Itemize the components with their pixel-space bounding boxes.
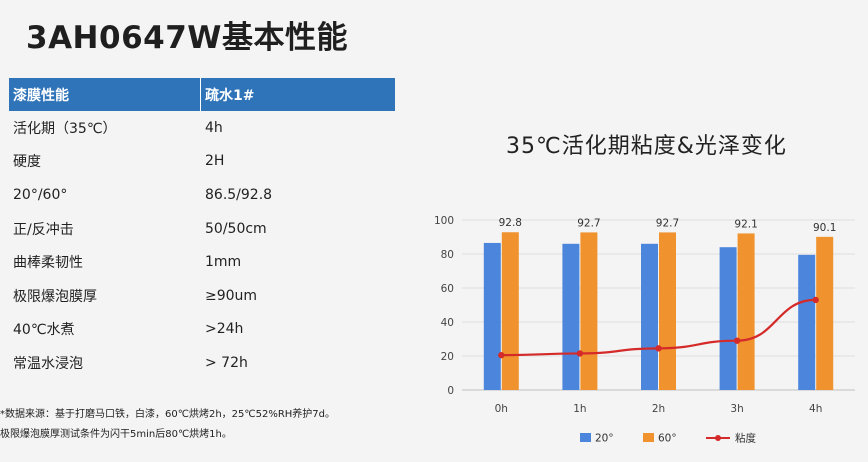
table-cell-property: 20°/60° — [13, 186, 68, 203]
table-row: 硬度 2H — [9, 145, 395, 179]
table-cell-property: 硬度 — [13, 154, 41, 171]
bar-20° — [719, 247, 737, 390]
properties-table: 漆膜性能 疏水1# 活化期（35℃） 4h 硬度 2H 20°/60° 86.5… — [9, 78, 395, 380]
y-tick-label: 40 — [441, 317, 454, 329]
line-point — [812, 296, 819, 304]
bar-60° — [580, 232, 598, 390]
data-label: 90.1 — [813, 222, 836, 234]
line-point — [576, 350, 584, 357]
x-tick-label: 1h — [573, 403, 586, 415]
legend-swatch — [643, 433, 654, 442]
y-tick-label: 0 — [447, 385, 454, 397]
x-tick-label: 4h — [809, 403, 822, 415]
legend-label: 60° — [658, 433, 677, 445]
table-cell-value: 4h — [205, 119, 223, 136]
legend-label: 20° — [595, 433, 614, 445]
table-row: 正/反冲击 50/50cm — [9, 212, 395, 246]
table-row: 曲棒柔韧性 1mm — [9, 245, 395, 279]
y-tick-label: 20 — [441, 351, 454, 363]
note-line-2: 极限爆泡膜厚测试条件为闪干5min后80℃烘烤1h。 — [0, 429, 232, 440]
table-cell-value: 50/50cm — [205, 220, 267, 237]
x-tick-label: 3h — [730, 403, 743, 415]
note-line-1: *数据来源：基于打磨马口铁，白漆，60℃烘烤2h，25℃52%RH养护7d。 — [0, 409, 336, 420]
y-tick-label: 80 — [441, 249, 454, 261]
bar-20° — [798, 254, 816, 390]
table-cell-property: 正/反冲击 — [13, 221, 74, 238]
table-row: 常温水浸泡 > 72h — [9, 346, 395, 380]
table-row: 20°/60° 86.5/92.8 — [9, 178, 395, 212]
bar-60° — [816, 236, 834, 390]
data-labels: 92.8 92.7 92.7 92.1 90.1 — [499, 217, 837, 234]
data-label: 92.1 — [734, 218, 757, 230]
bar-20° — [641, 243, 658, 390]
table-cell-property: 活化期（35℃） — [13, 120, 117, 137]
x-tick-label: 2h — [652, 403, 665, 415]
table-cell-property: 极限爆泡膜厚 — [13, 288, 97, 305]
bar-60° — [501, 232, 519, 390]
bar-20° — [562, 243, 580, 390]
table-cell-value: 2H — [205, 153, 225, 170]
table-row: 极限爆泡膜厚 ≥90um — [9, 279, 395, 313]
table-header-value: 疏水1# — [205, 87, 255, 104]
data-label: 92.7 — [656, 217, 679, 229]
y-tick-label: 100 — [434, 215, 454, 227]
x-tick-label: 0h — [495, 403, 508, 415]
chart-bars — [483, 232, 834, 390]
line-point — [498, 351, 505, 359]
y-tick-label: 60 — [441, 283, 454, 295]
table-cell-value: > 72h — [205, 354, 248, 371]
table-cell-property: 40℃水煮 — [13, 322, 75, 339]
table-header: 漆膜性能 疏水1# — [9, 78, 395, 111]
chart-title: 35℃活化期粘度&光泽变化 — [506, 134, 787, 159]
bar-60° — [659, 232, 676, 390]
bar-20° — [483, 242, 501, 390]
chart-legend: 20° 60° 粘度 — [580, 432, 756, 445]
line-point — [733, 337, 741, 344]
chart-gridlines — [462, 219, 855, 391]
legend-swatch — [580, 433, 591, 442]
page-title: 3AH0647W基本性能 — [26, 20, 348, 56]
viscosity-line — [498, 296, 819, 359]
data-label: 92.8 — [499, 217, 522, 229]
table-cell-value: >24h — [205, 321, 244, 338]
data-label: 92.7 — [577, 217, 600, 229]
x-axis: 0h 1h 2h 3h 4h — [495, 403, 823, 415]
table-cell-value: ≥90um — [205, 287, 258, 304]
legend-label: 粘度 — [735, 432, 756, 445]
data-source-note: *数据来源：基于打磨马口铁，白漆，60℃烘烤2h，25℃52%RH养护7d。 极… — [0, 405, 335, 445]
line-point — [655, 345, 662, 352]
table-cell-value: 1mm — [205, 254, 242, 271]
table-row: 活化期（35℃） 4h — [9, 111, 395, 145]
table-cell-value: 86.5/92.8 — [205, 186, 273, 203]
legend-swatch-point — [715, 435, 721, 441]
table-cell-property: 常温水浸泡 — [13, 355, 83, 372]
y-axis: 0 20 40 60 80 100 — [434, 215, 454, 397]
bar-60° — [737, 233, 755, 390]
table-cell-property: 曲棒柔韧性 — [13, 255, 83, 272]
table-row: 40℃水煮 >24h — [9, 313, 395, 347]
table-header-property: 漆膜性能 — [9, 78, 201, 111]
